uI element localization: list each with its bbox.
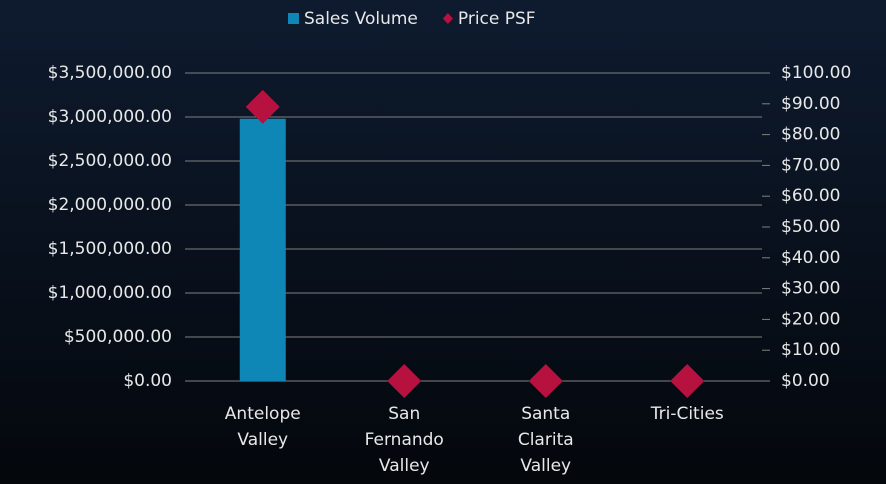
y2-tick-label: $60.00 [781, 186, 840, 206]
x-tick-label-line: Valley [520, 456, 571, 476]
x-tick-label-line: Antelope [225, 404, 301, 424]
y2-tick-label: $90.00 [781, 94, 840, 114]
legend-swatch [288, 13, 299, 24]
y-tick-label: $3,000,000.00 [48, 107, 172, 127]
x-tick-label-line: Valley [237, 430, 288, 450]
y2-tick-label: $0.00 [781, 371, 830, 391]
y2-tick-label: $30.00 [781, 279, 840, 299]
y-tick-label: $500,000.00 [64, 327, 172, 347]
diamond-marker [670, 364, 705, 398]
y-tick-label: $2,000,000.00 [48, 195, 172, 215]
diamond-marker [528, 364, 563, 398]
x-tick-label-line: Valley [379, 456, 430, 476]
y2-tick-label: $100.00 [781, 63, 851, 83]
diamond-marker [245, 89, 280, 124]
y2-tick-label: $20.00 [781, 309, 840, 329]
diamond-marker [387, 364, 422, 398]
y-tick-label: $3,500,000.00 [48, 63, 172, 83]
y2-tick-label: $70.00 [781, 155, 840, 175]
y2-tick-label: $80.00 [781, 125, 840, 145]
x-tick-label-line: San [388, 404, 420, 424]
x-tick-label: Tri-Cities [650, 404, 724, 424]
y-tick-label: $1,500,000.00 [48, 239, 172, 259]
y-tick-label: $1,000,000.00 [48, 283, 172, 303]
x-tick-label: San Fernando Valley [365, 404, 444, 476]
x-tick-label-line: Clarita [518, 430, 574, 450]
y2-tick-label: $10.00 [781, 340, 840, 360]
x-tick-label-line: Fernando [365, 430, 444, 450]
x-tick-label: Santa Clarita Valley [518, 404, 574, 476]
legend-label: Price PSF [458, 9, 536, 29]
bar [239, 118, 286, 381]
legend-swatch [442, 13, 453, 24]
legend-label: Sales Volume [304, 9, 418, 29]
x-tick-label-line: Santa [521, 404, 570, 424]
y-tick-label: $0.00 [123, 371, 172, 391]
y-tick-label: $2,500,000.00 [48, 151, 172, 171]
y2-tick-label: $50.00 [781, 217, 840, 237]
x-tick-label: Antelope Valley [225, 404, 301, 450]
y2-tick-label: $40.00 [781, 248, 840, 268]
